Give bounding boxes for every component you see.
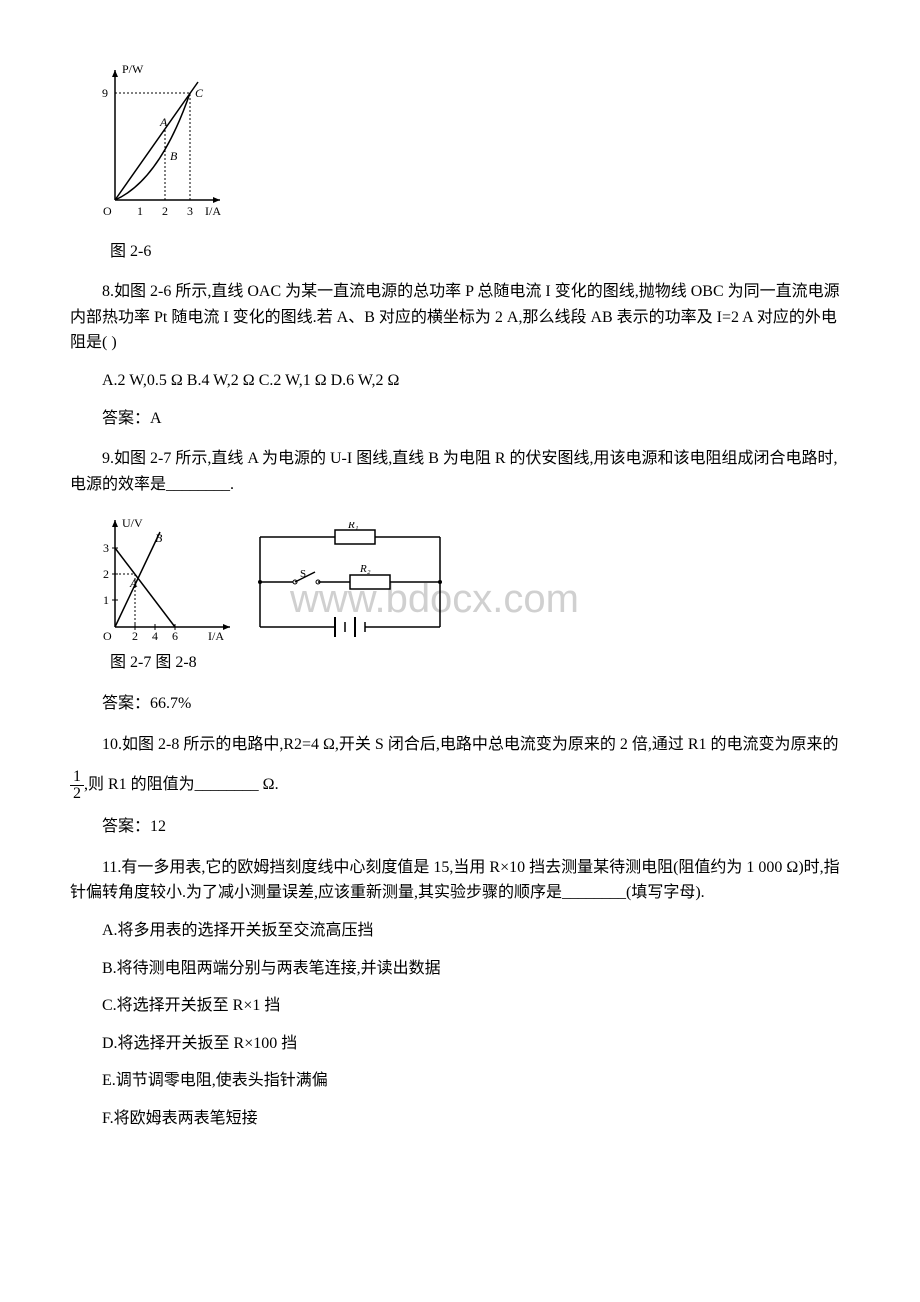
svg-text:U/V: U/V [122,516,143,530]
svg-text:B: B [155,531,163,545]
question-9-answer: 答案：66.7% [70,691,850,717]
svg-text:4: 4 [152,629,158,642]
circuit-diagram: R₁ S R₂ [240,522,460,642]
svg-text:1: 1 [103,593,109,607]
svg-text:R₂: R₂ [359,563,371,575]
svg-text:O: O [103,629,112,642]
svg-text:3: 3 [103,541,109,555]
question-11-opt-a: A.将多用表的选择开关扳至交流高压挡 [70,918,850,944]
svg-text:O: O [103,204,112,218]
question-8-answer: 答案：A [70,406,850,432]
svg-text:C: C [195,86,204,100]
question-11-opt-b: B.将待测电阻两端分别与两表笔连接,并读出数据 [70,956,850,982]
q10-part2: ,则 R1 的阻值为________ Ω. [84,776,279,793]
question-8-text: 8.如图 2-6 所示,直线 OAC 为某一直流电源的总功率 P 总随电流 I … [70,279,850,356]
question-11-opt-e: E.调节调零电阻,使表头指针满偏 [70,1068,850,1094]
chart-uv-ia: U/V I/A O 3 2 1 2 4 6 A B [90,512,240,642]
svg-text:2: 2 [132,629,138,642]
svg-text:1: 1 [137,204,143,218]
question-11-opt-f: F.将欧姆表两表笔短接 [70,1106,850,1132]
svg-text:2: 2 [103,567,109,581]
figure-2-6: P/W I/A O 9 1 2 3 A B C [90,60,850,229]
figure-2-7-2-8-caption: 图 2-7 图 2-8 [110,650,850,676]
svg-text:R₁: R₁ [347,522,359,531]
question-10-line2: 1 2 ,则 R1 的阻值为________ Ω. [70,769,850,802]
chart-pw-ia: P/W I/A O 9 1 2 3 A B C [90,60,230,220]
x-axis-label: I/A [205,204,221,218]
svg-text:3: 3 [187,204,193,218]
question-9-text: 9.如图 2-7 所示,直线 A 为电源的 U-I 图线,直线 B 为电阻 R … [70,446,850,497]
fraction-half: 1 2 [70,769,84,802]
figure-2-6-caption: 图 2-6 [110,239,850,265]
svg-text:2: 2 [162,204,168,218]
svg-text:9: 9 [102,86,108,100]
q10-part1: 10.如图 2-8 所示的电路中,R2=4 Ω,开关 S 闭合后,电路中总电流变… [102,736,839,753]
question-11-opt-c: C.将选择开关扳至 R×1 挡 [70,993,850,1019]
svg-text:A: A [159,115,168,129]
question-10-answer: 答案：12 [70,814,850,840]
y-axis-label: P/W [122,62,144,76]
question-11-text: 11.有一多用表,它的欧姆挡刻度线中心刻度值是 15,当用 R×10 挡去测量某… [70,855,850,906]
svg-text:B: B [170,149,178,163]
question-10-text: 10.如图 2-8 所示的电路中,R2=4 Ω,开关 S 闭合后,电路中总电流变… [70,732,850,758]
question-8-options: A.2 W,0.5 Ω B.4 W,2 Ω C.2 W,1 Ω D.6 W,2 … [70,368,850,394]
question-11-opt-d: D.将选择开关扳至 R×100 挡 [70,1031,850,1057]
svg-text:6: 6 [172,629,178,642]
figures-2-7-2-8: U/V I/A O 3 2 1 2 4 6 A B [90,512,850,642]
svg-text:S: S [300,568,306,580]
svg-text:I/A: I/A [208,629,224,642]
